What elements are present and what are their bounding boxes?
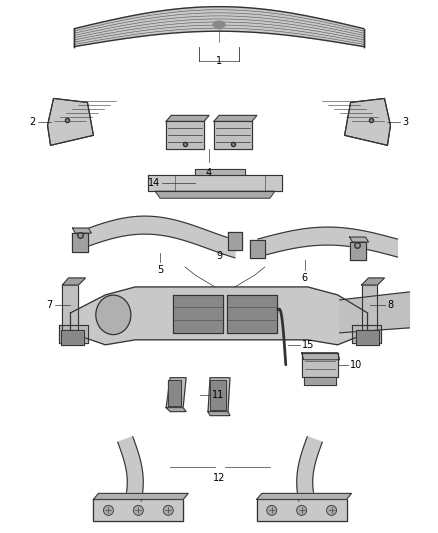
Polygon shape <box>304 377 336 385</box>
Polygon shape <box>302 353 339 360</box>
Polygon shape <box>210 379 226 410</box>
Text: 3: 3 <box>403 117 409 127</box>
Circle shape <box>297 505 307 515</box>
Text: 1: 1 <box>216 55 222 66</box>
Polygon shape <box>352 325 381 343</box>
Polygon shape <box>166 122 204 149</box>
Text: 2: 2 <box>29 117 35 127</box>
Polygon shape <box>48 99 93 146</box>
Polygon shape <box>228 232 242 250</box>
Polygon shape <box>361 285 378 330</box>
Polygon shape <box>63 285 78 330</box>
Circle shape <box>327 505 336 515</box>
Text: 4: 4 <box>206 168 212 178</box>
Text: 12: 12 <box>213 473 225 483</box>
Polygon shape <box>356 330 379 345</box>
Polygon shape <box>74 7 364 46</box>
Polygon shape <box>173 295 223 333</box>
Polygon shape <box>297 437 322 501</box>
Polygon shape <box>345 99 390 146</box>
Ellipse shape <box>96 295 131 335</box>
Polygon shape <box>72 228 92 233</box>
Text: 15: 15 <box>302 340 314 350</box>
Text: 5: 5 <box>157 265 163 275</box>
Polygon shape <box>195 169 245 175</box>
Polygon shape <box>63 278 85 285</box>
Polygon shape <box>71 287 367 345</box>
Circle shape <box>103 505 113 515</box>
Polygon shape <box>118 437 143 501</box>
Polygon shape <box>302 353 338 377</box>
Text: 10: 10 <box>350 360 362 370</box>
Ellipse shape <box>213 21 225 28</box>
Polygon shape <box>214 116 257 122</box>
Polygon shape <box>339 292 410 333</box>
Text: 8: 8 <box>388 300 394 310</box>
Polygon shape <box>350 237 368 242</box>
Text: 6: 6 <box>302 273 308 283</box>
Polygon shape <box>72 233 88 252</box>
Polygon shape <box>350 242 366 260</box>
Text: 14: 14 <box>148 178 160 188</box>
Polygon shape <box>81 216 235 258</box>
Polygon shape <box>60 330 85 345</box>
Polygon shape <box>93 494 188 499</box>
Polygon shape <box>214 122 252 149</box>
Polygon shape <box>208 378 230 411</box>
Polygon shape <box>250 240 265 258</box>
Polygon shape <box>93 499 183 521</box>
Polygon shape <box>59 325 88 343</box>
Polygon shape <box>166 408 186 411</box>
Circle shape <box>133 505 143 515</box>
Text: 7: 7 <box>46 300 53 310</box>
Polygon shape <box>155 191 275 198</box>
Polygon shape <box>208 411 230 416</box>
Circle shape <box>163 505 173 515</box>
Text: 11: 11 <box>212 390 224 400</box>
Polygon shape <box>257 499 346 521</box>
Polygon shape <box>258 227 397 257</box>
Text: 9: 9 <box>216 251 222 261</box>
Polygon shape <box>168 379 181 406</box>
Polygon shape <box>227 295 277 333</box>
Polygon shape <box>166 116 209 122</box>
Circle shape <box>267 505 277 515</box>
Polygon shape <box>361 278 385 285</box>
Polygon shape <box>166 378 186 408</box>
Polygon shape <box>257 494 351 499</box>
Polygon shape <box>148 175 282 191</box>
